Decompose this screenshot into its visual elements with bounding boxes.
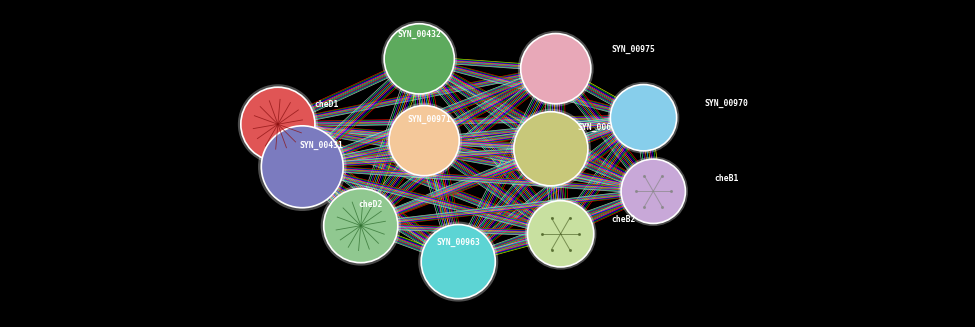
- Text: SYN_00975: SYN_00975: [612, 44, 655, 54]
- Ellipse shape: [381, 21, 457, 97]
- Ellipse shape: [521, 34, 591, 104]
- Ellipse shape: [525, 198, 597, 269]
- Ellipse shape: [511, 109, 591, 189]
- Text: cheD1: cheD1: [314, 100, 339, 109]
- Ellipse shape: [258, 123, 346, 211]
- Text: cheD2: cheD2: [359, 200, 382, 209]
- Ellipse shape: [514, 112, 588, 186]
- Ellipse shape: [618, 157, 688, 226]
- Text: SYN_006: SYN_006: [577, 123, 612, 132]
- Ellipse shape: [421, 225, 495, 299]
- Ellipse shape: [607, 82, 680, 153]
- Ellipse shape: [610, 85, 677, 151]
- Ellipse shape: [389, 106, 459, 176]
- Ellipse shape: [384, 24, 454, 94]
- Ellipse shape: [241, 87, 315, 161]
- Text: SYN_00970: SYN_00970: [704, 98, 749, 108]
- Text: SYN_00432: SYN_00432: [398, 30, 441, 39]
- Ellipse shape: [321, 186, 401, 266]
- Ellipse shape: [386, 103, 462, 179]
- Text: SYN_00431: SYN_00431: [300, 141, 343, 150]
- Text: cheB2: cheB2: [612, 215, 636, 224]
- Ellipse shape: [324, 189, 398, 263]
- Ellipse shape: [238, 84, 318, 164]
- Ellipse shape: [621, 159, 685, 223]
- Text: SYN_00963: SYN_00963: [437, 237, 480, 247]
- Text: cheB1: cheB1: [714, 174, 739, 183]
- Text: SYN_00971: SYN_00971: [408, 115, 450, 124]
- Ellipse shape: [527, 201, 594, 267]
- Ellipse shape: [518, 31, 594, 107]
- Ellipse shape: [418, 222, 498, 301]
- Ellipse shape: [261, 126, 343, 208]
